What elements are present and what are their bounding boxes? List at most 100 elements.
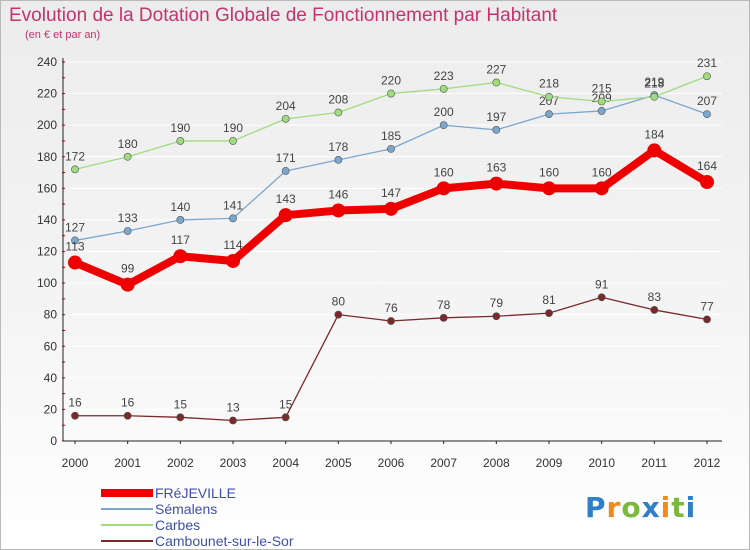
data-label: 184 bbox=[644, 127, 664, 141]
data-label: 113 bbox=[65, 240, 84, 254]
data-point bbox=[387, 144, 395, 153]
x-tick-label: 2004 bbox=[272, 456, 299, 470]
data-point bbox=[542, 181, 556, 196]
data-point bbox=[71, 411, 79, 420]
data-point bbox=[71, 165, 79, 174]
x-tick-label: 2003 bbox=[220, 456, 247, 470]
legend-label: FRéJEVILLE bbox=[155, 485, 236, 501]
logo-letter: i bbox=[685, 491, 697, 524]
logo-letter: t bbox=[671, 491, 686, 524]
x-tick-label: 2008 bbox=[483, 456, 510, 470]
data-point bbox=[489, 176, 504, 191]
data-point bbox=[703, 315, 711, 324]
logo-letter: x bbox=[641, 491, 661, 524]
data-label: 146 bbox=[328, 187, 348, 201]
data-label: 160 bbox=[434, 165, 454, 179]
data-point bbox=[387, 317, 395, 325]
data-point bbox=[545, 110, 553, 119]
y-tick-label: 60 bbox=[44, 339, 58, 353]
y-tick-label: 80 bbox=[44, 308, 58, 322]
data-label: 78 bbox=[437, 298, 451, 312]
data-point bbox=[176, 216, 185, 224]
data-label: 133 bbox=[118, 211, 138, 225]
data-point bbox=[439, 313, 448, 322]
chart-title: Evolution de la Dotation Globale de Fonc… bbox=[9, 5, 558, 26]
data-label: 218 bbox=[644, 77, 664, 91]
x-tick-label: 2012 bbox=[694, 456, 721, 470]
series-line-3 bbox=[75, 296, 708, 422]
data-point bbox=[545, 309, 553, 317]
data-point bbox=[229, 214, 237, 223]
data-label: 220 bbox=[381, 74, 401, 88]
legend-item: Cambounet-sur-le-Sor bbox=[101, 533, 294, 549]
y-tick-label: 200 bbox=[37, 118, 57, 132]
proxiti-logo: Proxiti bbox=[585, 491, 696, 524]
x-tick-label: 2005 bbox=[325, 456, 352, 470]
x-tick-label: 2007 bbox=[430, 456, 457, 470]
data-point bbox=[120, 277, 135, 292]
legend-item: FRéJEVILLE bbox=[101, 485, 236, 501]
data-label: 127 bbox=[65, 220, 85, 234]
data-label: 223 bbox=[434, 69, 454, 83]
data-label: 218 bbox=[539, 77, 559, 91]
data-label: 171 bbox=[276, 151, 296, 165]
data-point bbox=[492, 126, 501, 134]
series-line-1 bbox=[74, 94, 708, 242]
data-point bbox=[703, 110, 711, 119]
logo-letter: P bbox=[585, 491, 607, 524]
data-label: 164 bbox=[697, 159, 717, 173]
data-label: 178 bbox=[328, 140, 348, 154]
x-tick-label: 2001 bbox=[114, 456, 141, 470]
y-tick-label: 120 bbox=[37, 245, 57, 259]
data-label: 160 bbox=[539, 165, 559, 179]
data-point bbox=[597, 293, 606, 302]
x-tick-label: 2002 bbox=[167, 456, 194, 470]
data-point bbox=[123, 411, 132, 420]
data-label: 227 bbox=[486, 63, 506, 77]
legend-item: Carbes bbox=[101, 517, 200, 533]
data-label: 141 bbox=[223, 198, 243, 212]
data-point bbox=[334, 310, 343, 319]
legend-label: Sémalens bbox=[155, 501, 218, 517]
data-label: 77 bbox=[700, 299, 714, 313]
x-tick-label: 2010 bbox=[588, 456, 615, 470]
data-point bbox=[545, 92, 553, 101]
series-line-0 bbox=[73, 146, 710, 289]
data-point bbox=[387, 89, 395, 98]
data-label: 140 bbox=[170, 200, 190, 214]
data-point bbox=[439, 121, 448, 130]
data-label: 200 bbox=[434, 105, 454, 119]
data-point bbox=[281, 114, 290, 123]
data-label: 83 bbox=[648, 290, 662, 304]
data-label: 15 bbox=[279, 397, 293, 411]
data-point bbox=[700, 175, 714, 190]
data-point bbox=[597, 107, 606, 115]
data-label: 76 bbox=[384, 301, 398, 315]
data-point bbox=[123, 227, 132, 235]
data-point bbox=[650, 306, 659, 314]
y-tick-label: 40 bbox=[44, 371, 58, 385]
x-tick-label: 2000 bbox=[62, 456, 89, 470]
data-point bbox=[176, 137, 185, 145]
data-point bbox=[439, 84, 448, 93]
data-point bbox=[492, 312, 501, 321]
data-point bbox=[334, 108, 343, 117]
data-label: 190 bbox=[170, 121, 190, 135]
legend-swatch bbox=[101, 489, 153, 497]
data-label: 79 bbox=[490, 296, 504, 310]
y-tick-label: 20 bbox=[44, 402, 58, 416]
data-point bbox=[594, 181, 609, 196]
data-point bbox=[331, 203, 346, 218]
data-label: 172 bbox=[65, 149, 85, 163]
data-label: 180 bbox=[118, 137, 138, 151]
data-label: 219 bbox=[644, 75, 664, 89]
data-label: 185 bbox=[381, 129, 401, 143]
data-label: 91 bbox=[595, 277, 609, 291]
legend-label: Cambounet-sur-le-Sor bbox=[155, 533, 294, 549]
legend-swatch bbox=[101, 508, 153, 510]
x-tick-label: 2011 bbox=[641, 456, 667, 470]
data-point bbox=[229, 137, 237, 145]
legend-swatch bbox=[101, 524, 153, 526]
data-point bbox=[226, 253, 240, 268]
